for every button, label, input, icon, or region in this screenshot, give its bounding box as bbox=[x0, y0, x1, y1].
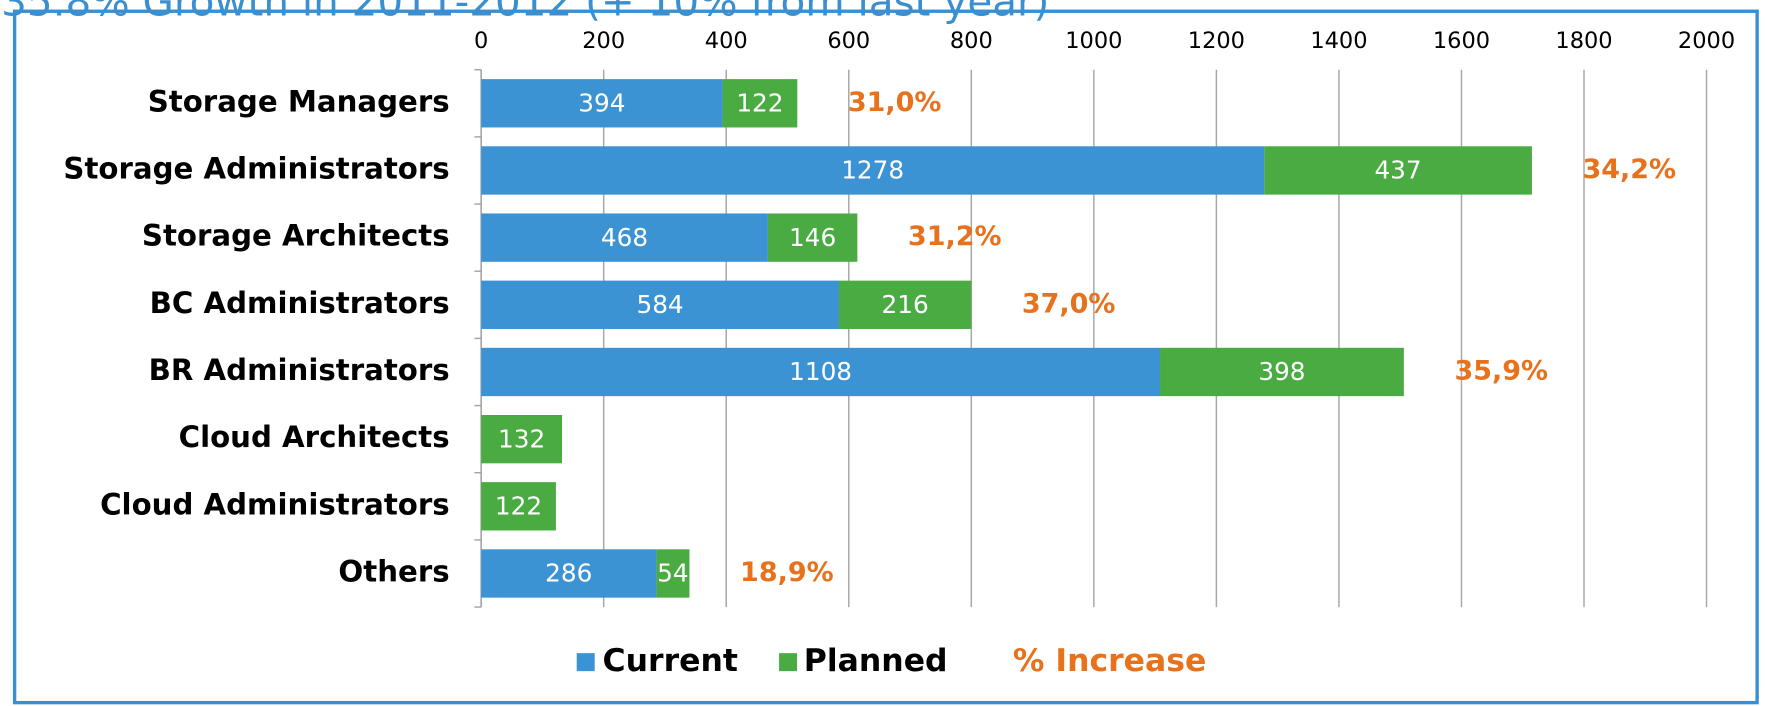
bar-segment bbox=[481, 146, 1265, 195]
x-tick-label: 400 bbox=[705, 28, 748, 54]
value-label: 584 bbox=[636, 290, 683, 319]
legend-label: Planned bbox=[804, 643, 948, 679]
y-tick-label: BC Administrators bbox=[150, 286, 450, 320]
y-tick-label: BR Administrators bbox=[149, 353, 450, 387]
x-tick-label: 200 bbox=[582, 28, 625, 54]
y-tick-label: Cloud Administrators bbox=[100, 487, 450, 521]
x-tick-label: 1400 bbox=[1310, 28, 1367, 54]
value-label: 286 bbox=[545, 559, 592, 588]
percent-label: 37,0% bbox=[1022, 288, 1116, 319]
x-tick-label: 0 bbox=[474, 28, 488, 54]
x-tick-label: 600 bbox=[827, 28, 870, 54]
y-tick-label: Cloud Architects bbox=[179, 420, 450, 454]
percent-label: 18,9% bbox=[740, 557, 834, 588]
bar-segment bbox=[1264, 146, 1532, 195]
value-label: 394 bbox=[578, 88, 625, 117]
legend-label: % Increase bbox=[1013, 643, 1206, 679]
value-label: 216 bbox=[882, 290, 929, 319]
legend-swatch bbox=[576, 653, 595, 672]
bar-segment bbox=[1160, 347, 1404, 397]
bar-segment bbox=[481, 347, 1161, 397]
bar-segment bbox=[838, 280, 972, 329]
x-tick-label: 2000 bbox=[1678, 28, 1735, 54]
legend-label: Current bbox=[603, 643, 738, 679]
x-tick-label: 1600 bbox=[1433, 28, 1490, 54]
value-label: 132 bbox=[498, 424, 545, 453]
bar-segment bbox=[481, 280, 839, 329]
y-tick-label: Storage Administrators bbox=[63, 151, 449, 185]
x-tick-label: 1200 bbox=[1188, 28, 1245, 54]
percent-label: 34,2% bbox=[1583, 154, 1677, 185]
bar-segment bbox=[481, 549, 657, 598]
legend-swatch bbox=[779, 653, 798, 672]
value-label: 468 bbox=[601, 223, 648, 252]
y-tick-label: Storage Architects bbox=[142, 219, 450, 253]
value-label: 437 bbox=[1374, 156, 1421, 185]
bar-segment bbox=[481, 79, 723, 128]
bar-segment bbox=[656, 549, 690, 598]
value-label: 1278 bbox=[841, 156, 904, 185]
bar-segment bbox=[767, 213, 858, 262]
bar-segment bbox=[722, 79, 798, 128]
chart-title: 35.8% Growth in 2011-2012 (+ 10% from la… bbox=[1, 0, 1049, 25]
value-label: 54 bbox=[657, 559, 688, 588]
bar-segment bbox=[481, 414, 563, 464]
value-label: 146 bbox=[789, 223, 836, 252]
frame bbox=[12, 9, 1759, 705]
value-label: 1108 bbox=[789, 357, 852, 386]
value-label: 122 bbox=[736, 88, 783, 117]
y-tick-label: Storage Managers bbox=[148, 84, 450, 118]
percent-label: 31,2% bbox=[908, 221, 1002, 252]
bar-segment bbox=[481, 482, 556, 531]
value-label: 122 bbox=[495, 491, 542, 520]
x-tick-label: 800 bbox=[950, 28, 993, 54]
x-tick-label: 1800 bbox=[1555, 28, 1612, 54]
y-tick-label: Others bbox=[338, 554, 449, 588]
bar-segment bbox=[481, 213, 768, 262]
percent-label: 35,9% bbox=[1454, 355, 1548, 386]
x-tick-label: 1000 bbox=[1065, 28, 1122, 54]
value-label: 398 bbox=[1258, 357, 1305, 386]
percent-label: 31,0% bbox=[848, 87, 942, 118]
